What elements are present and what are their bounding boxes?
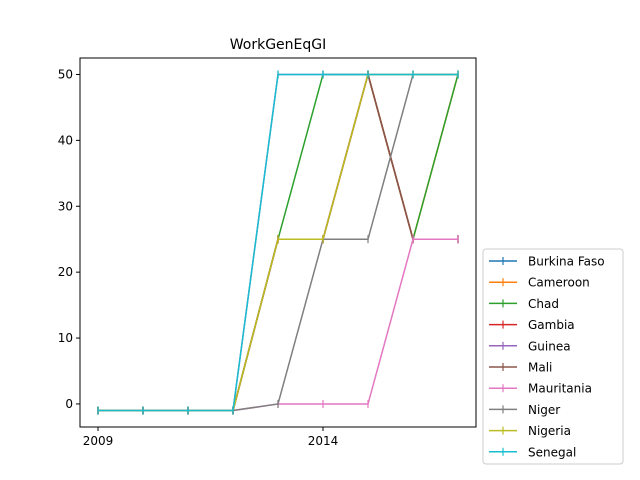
x-tick-label: 2009 [83, 434, 114, 448]
x-tick-label: 2014 [308, 434, 339, 448]
legend-box [482, 248, 624, 465]
y-tick-label: 40 [58, 133, 73, 147]
legend: Burkina Faso Cameroon Chad Gambia Guinea Mali… [482, 248, 624, 465]
axes-frame [79, 57, 477, 428]
axes: 0 10 20 30 40 50 2009 2014 [58, 57, 477, 448]
y-tick-label: 20 [58, 265, 73, 279]
y-tick-label: 50 [58, 67, 73, 81]
y-tick-label: 10 [58, 331, 73, 345]
legend-label: Cameroon [528, 276, 590, 290]
legend-label: Nigeria [528, 424, 571, 438]
y-tick-label: 0 [65, 397, 73, 411]
legend-label: Mali [528, 361, 552, 375]
legend-label: Niger [528, 403, 560, 417]
legend-label: Mauritania [528, 382, 592, 396]
legend-label: Gambia [528, 318, 575, 332]
plot-area [80, 58, 476, 427]
legend-label: Senegal [528, 445, 576, 459]
legend-label: Burkina Faso [528, 255, 605, 269]
legend-label: Chad [528, 297, 559, 311]
chart-title: WorkGenEqGI [230, 37, 327, 53]
y-tick-label: 30 [58, 199, 73, 213]
legend-label: Guinea [528, 339, 571, 353]
